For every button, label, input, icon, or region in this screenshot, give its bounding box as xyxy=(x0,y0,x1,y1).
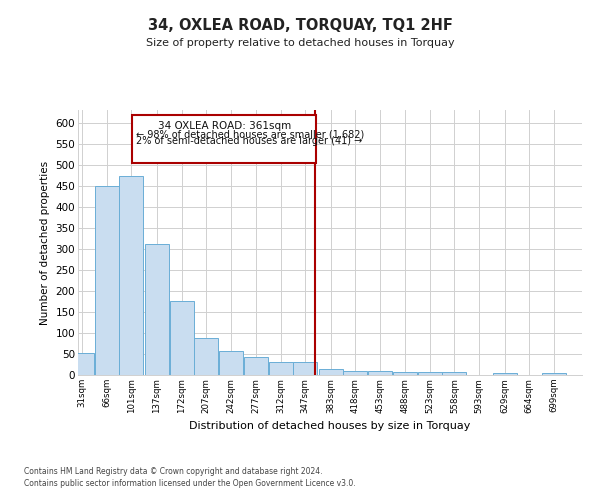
Text: ← 98% of detached houses are smaller (1,682): ← 98% of detached houses are smaller (1,… xyxy=(136,130,364,140)
Y-axis label: Number of detached properties: Number of detached properties xyxy=(40,160,50,324)
Bar xyxy=(293,362,317,375)
Bar xyxy=(343,371,367,375)
Bar xyxy=(95,186,119,375)
Bar xyxy=(542,373,566,375)
Bar xyxy=(269,362,293,375)
Bar xyxy=(393,372,417,375)
Text: 34 OXLEA ROAD: 361sqm: 34 OXLEA ROAD: 361sqm xyxy=(158,122,291,132)
Bar xyxy=(319,369,343,375)
Bar xyxy=(119,176,143,375)
Bar xyxy=(133,115,316,162)
Bar xyxy=(418,372,442,375)
Bar xyxy=(244,357,268,375)
Bar xyxy=(170,301,194,375)
Bar xyxy=(145,244,169,375)
Bar xyxy=(70,353,94,375)
Bar xyxy=(493,373,517,375)
Text: Size of property relative to detached houses in Torquay: Size of property relative to detached ho… xyxy=(146,38,454,48)
X-axis label: Distribution of detached houses by size in Torquay: Distribution of detached houses by size … xyxy=(190,421,470,431)
Text: 2% of semi-detached houses are larger (41) →: 2% of semi-detached houses are larger (4… xyxy=(136,136,362,146)
Bar xyxy=(194,338,218,375)
Text: Contains public sector information licensed under the Open Government Licence v3: Contains public sector information licen… xyxy=(24,478,356,488)
Bar xyxy=(368,371,392,375)
Text: Contains HM Land Registry data © Crown copyright and database right 2024.: Contains HM Land Registry data © Crown c… xyxy=(24,467,323,476)
Text: 34, OXLEA ROAD, TORQUAY, TQ1 2HF: 34, OXLEA ROAD, TORQUAY, TQ1 2HF xyxy=(148,18,452,32)
Bar xyxy=(219,350,243,375)
Bar xyxy=(442,372,466,375)
